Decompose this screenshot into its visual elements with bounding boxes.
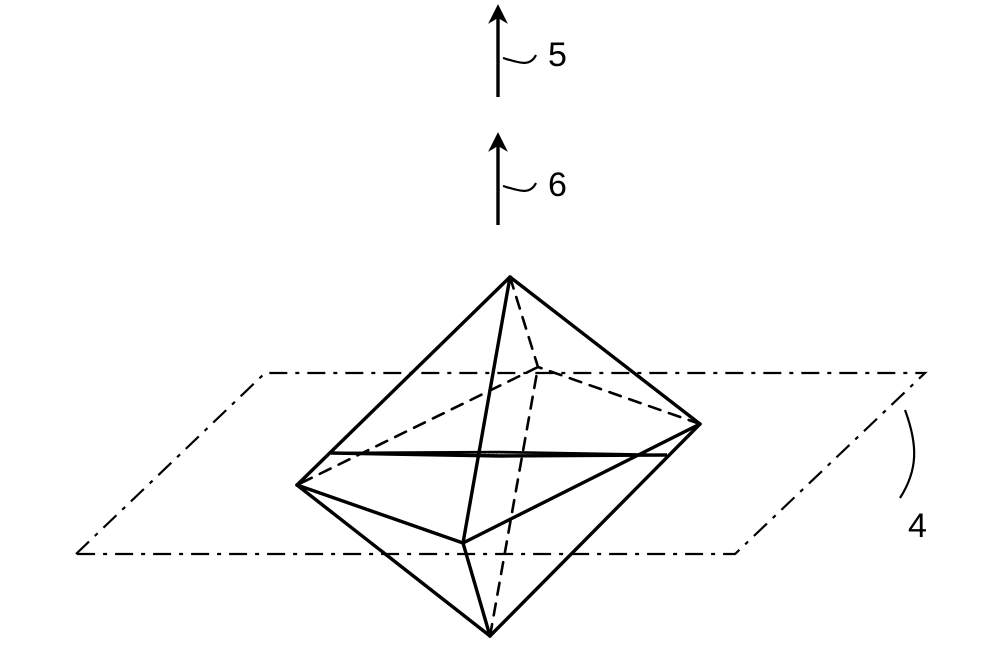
label-arrow-lower: 6 xyxy=(548,166,567,204)
label-arrow-upper: 5 xyxy=(548,36,567,74)
leader-arrow-upper xyxy=(503,55,536,63)
diagram-canvas: 5 6 4 xyxy=(0,0,1000,657)
leader-arrow-lower xyxy=(503,183,536,191)
label-plane: 4 xyxy=(908,507,927,545)
horizontal-plane xyxy=(76,373,925,554)
leader-plane xyxy=(900,410,914,498)
